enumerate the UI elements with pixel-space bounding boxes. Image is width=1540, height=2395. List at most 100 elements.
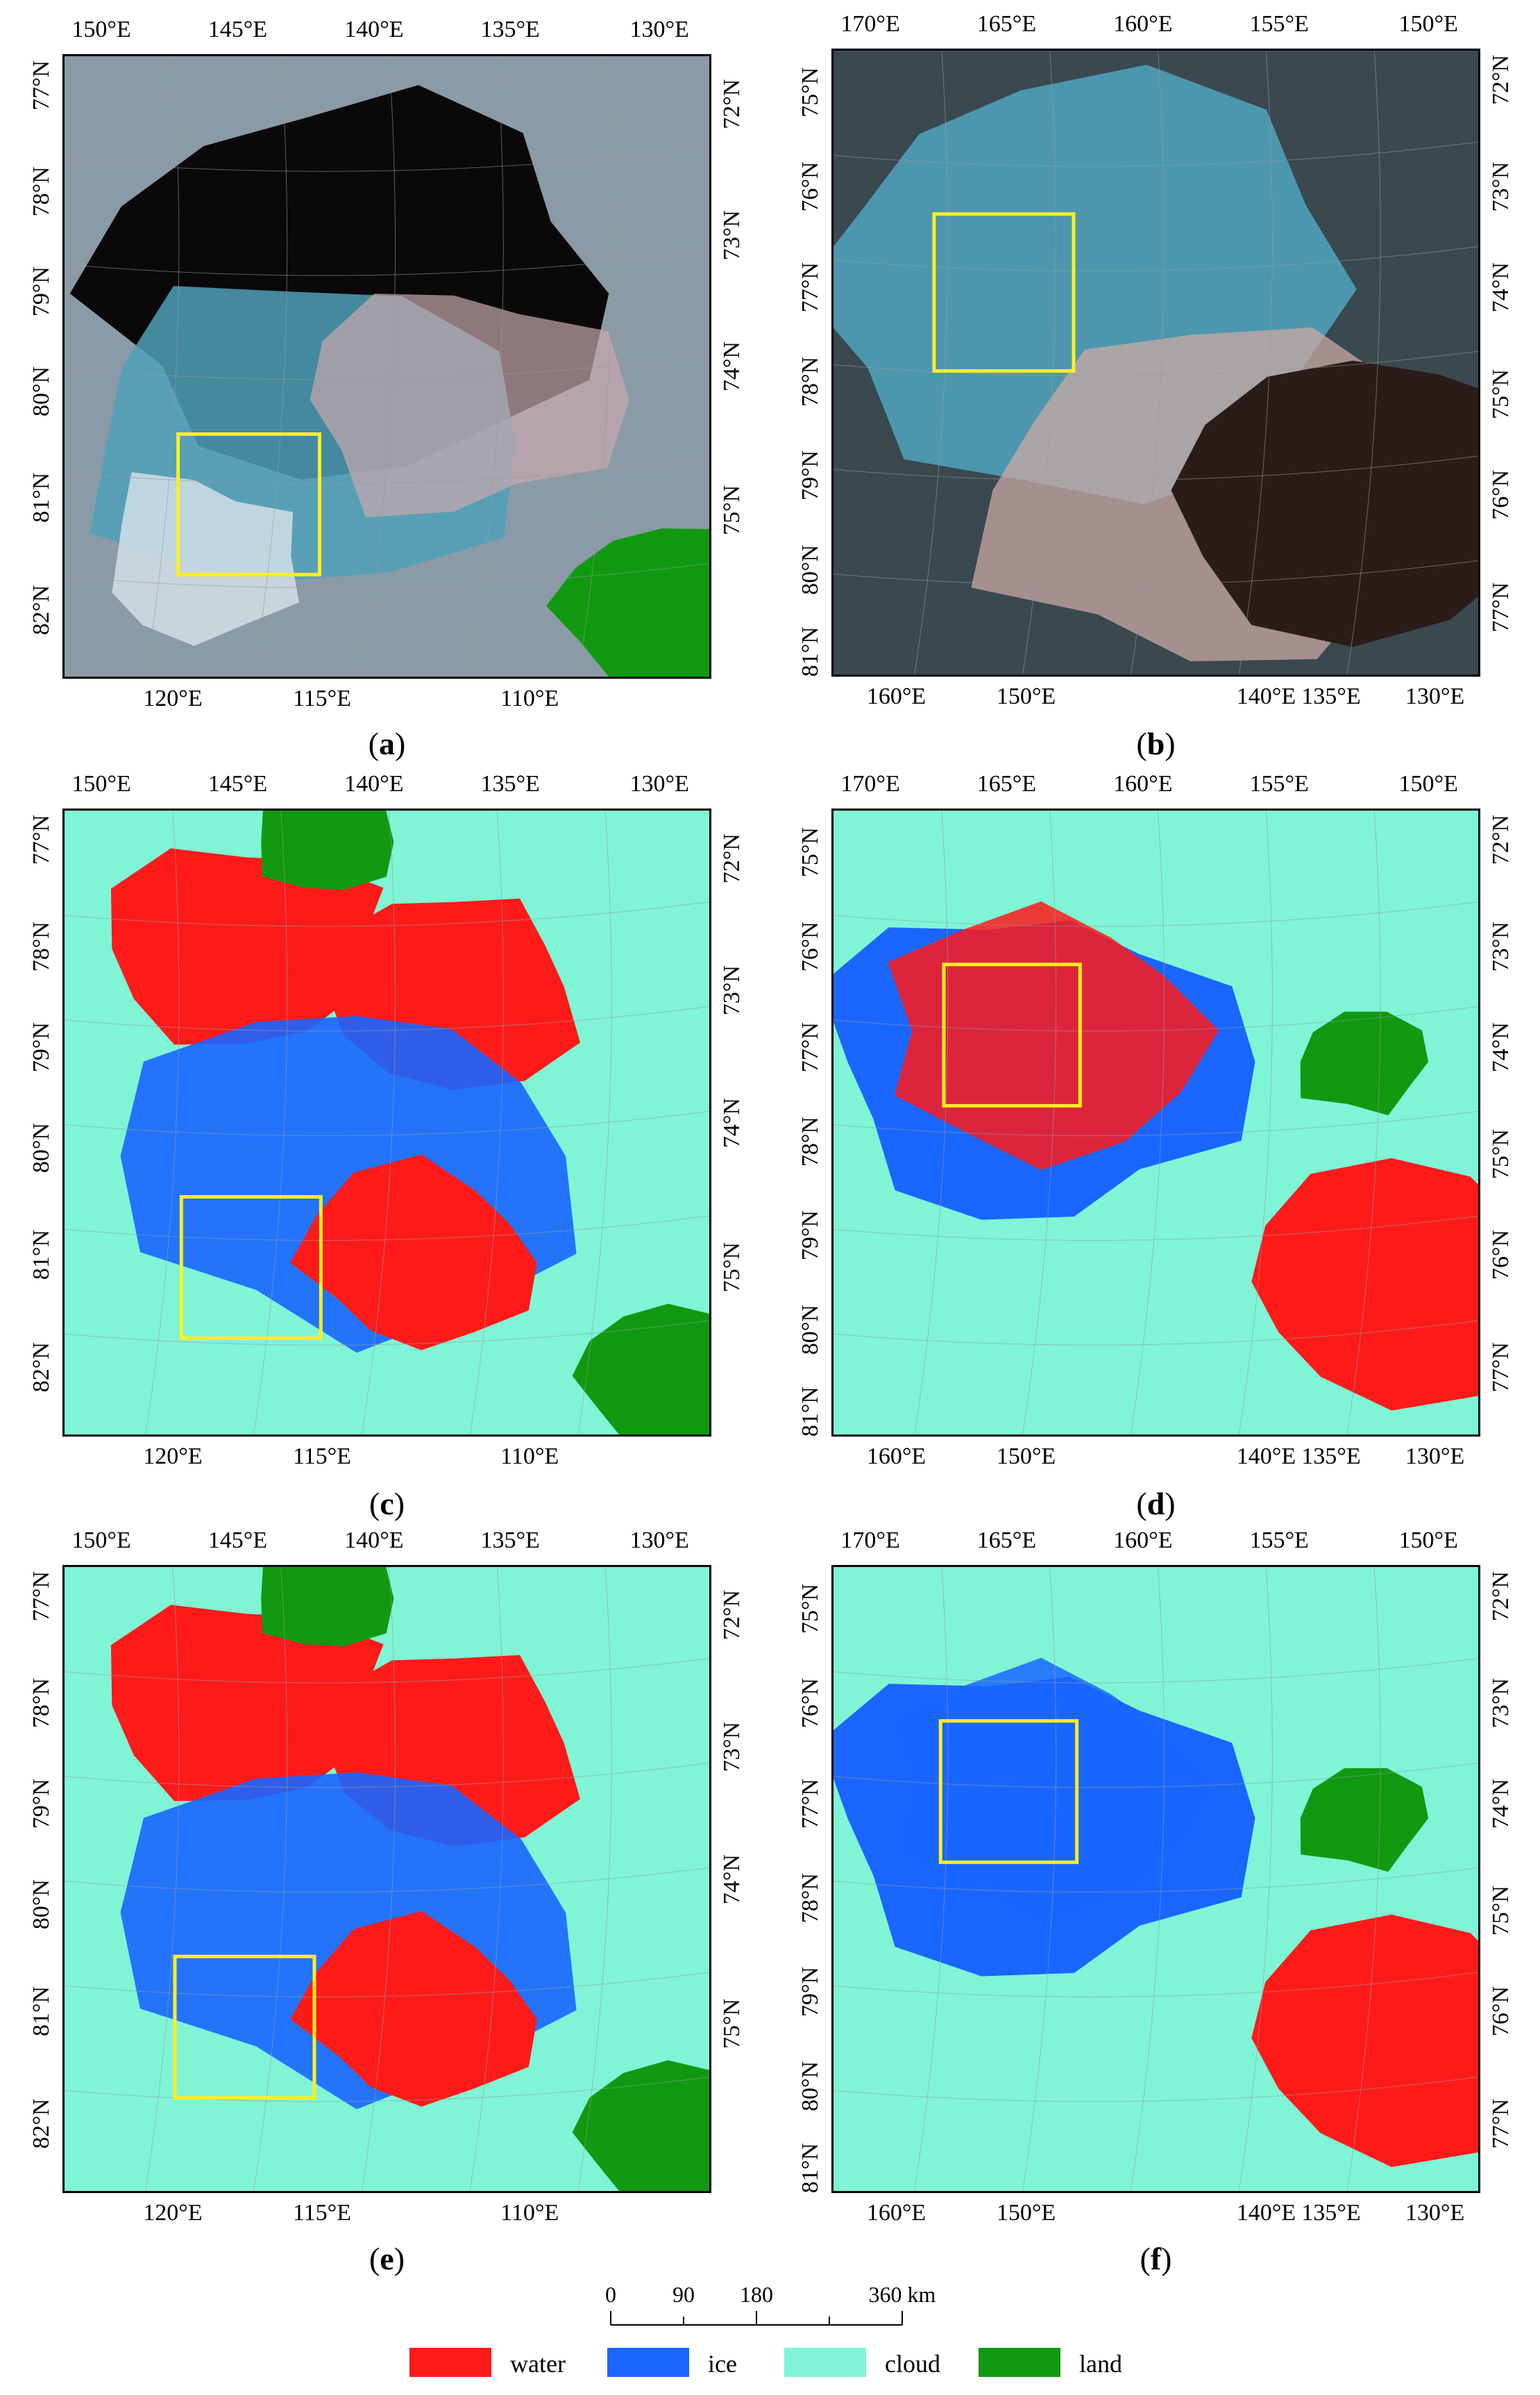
left-label-c-5: 82°N [28, 1342, 54, 1393]
scale-tick-90: 90 [672, 2282, 695, 2307]
right-label-b-2: 74°N [1488, 262, 1514, 312]
map-frame-e [62, 1565, 711, 2193]
left-label-d-2: 77°N [797, 1022, 823, 1072]
left-label-f-4: 79°N [797, 1967, 823, 2017]
top-label-e-3: 135°E [480, 1527, 540, 1553]
legend-label-cloud: cloud [885, 2350, 940, 2378]
left-label-b-3: 78°N [797, 356, 823, 407]
right-label-f-4: 76°N [1488, 1986, 1514, 2036]
left-label-e-4: 81°N [28, 1986, 54, 2036]
map-image-e [65, 1567, 709, 2191]
bottom-label-f-0: 160°E [866, 2200, 926, 2226]
bottom-label-a-0: 120°E [143, 686, 203, 711]
map-image-a [65, 56, 709, 677]
left-label-b-4: 79°N [797, 450, 823, 501]
right-label-a-1: 73°N [719, 210, 745, 261]
top-label-c-0: 150°E [71, 771, 131, 797]
top-label-a-3: 135°E [480, 17, 540, 42]
right-label-c-2: 74°N [719, 1097, 745, 1148]
map-frame-d [831, 809, 1480, 1437]
right-label-a-3: 75°N [719, 484, 745, 536]
bottom-label-d-2: 140°E [1236, 1444, 1296, 1469]
top-label-c-1: 145°E [208, 771, 268, 797]
left-label-d-1: 76°N [797, 922, 823, 972]
right-label-f-1: 73°N [1488, 1678, 1514, 1729]
top-label-b-4: 150°E [1398, 11, 1458, 37]
left-label-a-4: 81°N [28, 472, 54, 523]
bottom-label-e-1: 115°E [292, 2200, 352, 2226]
legend-swatch-ice [607, 2348, 689, 2377]
left-label-d-5: 80°N [797, 1305, 823, 1355]
top-label-a-4: 130°E [629, 17, 689, 42]
map-image-b [834, 51, 1478, 675]
top-label-b-3: 155°E [1249, 11, 1309, 37]
right-label-e-0: 72°N [719, 1590, 745, 1641]
top-label-f-3: 155°E [1249, 1527, 1309, 1553]
panel-caption-letter-f: f [1150, 2241, 1162, 2276]
top-label-f-1: 165°E [976, 1527, 1037, 1553]
map-image-d [834, 811, 1478, 1435]
left-label-a-0: 77°N [28, 60, 54, 111]
bottom-label-b-2: 140°E [1236, 684, 1296, 709]
right-label-f-0: 72°N [1488, 1571, 1514, 1622]
panel-caption-e: (e) [369, 2241, 405, 2276]
bottom-label-c-1: 115°E [292, 1444, 352, 1469]
left-label-b-0: 75°N [797, 67, 823, 118]
top-label-d-0: 170°E [840, 771, 900, 797]
legend-swatch-land [979, 2348, 1060, 2377]
right-label-d-5: 77°N [1488, 1342, 1514, 1393]
top-label-b-0: 170°E [840, 11, 900, 37]
left-label-c-2: 79°N [28, 1022, 54, 1072]
right-label-a-2: 74°N [719, 341, 745, 392]
left-label-a-5: 82°N [28, 584, 54, 636]
right-label-c-0: 72°N [719, 833, 745, 884]
map-frame-b [831, 49, 1480, 677]
highlight-box-b [932, 212, 1076, 373]
left-label-f-1: 76°N [797, 1678, 823, 1729]
left-label-e-2: 79°N [28, 1778, 54, 1829]
top-label-d-1: 165°E [976, 771, 1037, 797]
top-label-f-0: 170°E [840, 1527, 900, 1553]
left-label-d-6: 81°N [797, 1386, 823, 1437]
left-label-a-1: 78°N [28, 166, 54, 217]
left-label-c-0: 77°N [28, 815, 54, 865]
right-label-d-4: 76°N [1488, 1229, 1514, 1280]
panel-caption-letter-a: a [379, 726, 395, 761]
right-label-b-3: 75°N [1488, 369, 1514, 419]
top-label-d-2: 160°E [1113, 771, 1173, 797]
scale-bar: 0 90 180 360 km [597, 2282, 936, 2332]
right-label-d-3: 75°N [1488, 1128, 1514, 1179]
right-label-a-0: 72°N [719, 78, 745, 130]
left-label-b-1: 76°N [797, 162, 823, 212]
right-label-e-3: 75°N [719, 1998, 745, 2049]
left-label-c-3: 80°N [28, 1122, 54, 1173]
bottom-label-d-0: 160°E [866, 1444, 926, 1469]
right-label-b-1: 73°N [1488, 162, 1514, 212]
scale-tick-0: 0 [605, 2282, 616, 2307]
map-image-f [834, 1567, 1478, 2191]
left-label-d-3: 78°N [797, 1116, 823, 1167]
legend-label-ice: ice [708, 2350, 737, 2378]
right-label-e-2: 74°N [719, 1854, 745, 1904]
bottom-label-a-1: 115°E [292, 686, 352, 711]
top-label-b-2: 160°E [1113, 11, 1173, 37]
left-label-e-3: 80°N [28, 1879, 54, 1929]
left-label-a-3: 80°N [28, 366, 54, 417]
panel-caption-a: (a) [368, 726, 406, 761]
left-label-c-4: 81°N [28, 1229, 54, 1280]
top-label-c-3: 135°E [480, 771, 540, 797]
panel-caption-letter-e: e [380, 2241, 394, 2276]
top-label-b-1: 165°E [976, 11, 1037, 37]
top-label-f-2: 160°E [1113, 1527, 1173, 1553]
right-label-b-4: 76°N [1488, 469, 1514, 520]
bottom-label-a-2: 110°E [500, 686, 559, 711]
top-label-c-2: 140°E [344, 771, 404, 797]
top-label-e-0: 150°E [71, 1527, 131, 1553]
bottom-label-d-1: 150°E [996, 1444, 1056, 1469]
map-frame-f [831, 1565, 1480, 2193]
left-label-d-4: 79°N [797, 1210, 823, 1261]
right-label-d-0: 72°N [1488, 815, 1514, 865]
legend-swatch-cloud [784, 2348, 866, 2377]
highlight-box-c [179, 1195, 323, 1340]
bottom-label-d-3: 135°E [1301, 1444, 1361, 1469]
